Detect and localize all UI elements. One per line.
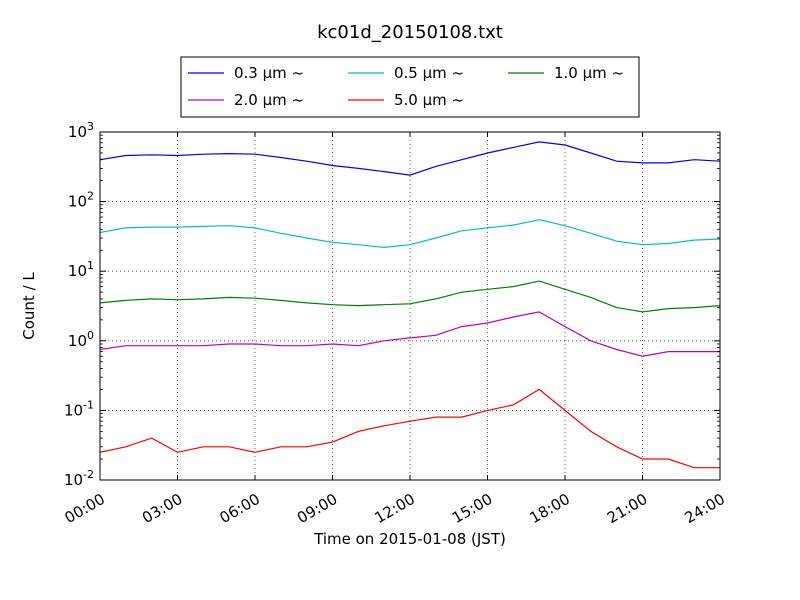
legend-item: 2.0 μm ~	[188, 91, 304, 109]
legend-label: 1.0 μm ~	[554, 64, 624, 82]
legend-label: 0.5 μm ~	[394, 64, 464, 82]
series-line-1	[100, 219, 720, 249]
legend-label: 0.3 μm ~	[234, 64, 304, 82]
chart-title: kc01d_20150108.txt	[317, 22, 503, 43]
series-line-2	[100, 280, 720, 313]
legend-item: 5.0 μm ~	[348, 91, 464, 109]
y-axis-label: Count / L	[20, 272, 38, 340]
legend-item: 0.5 μm ~	[348, 64, 464, 82]
plot-background	[100, 132, 720, 480]
series-line-3	[100, 311, 720, 357]
y-tick-label: 103	[68, 120, 94, 141]
y-tick-label: 102	[68, 190, 94, 211]
ticks	[99, 131, 721, 481]
plot-area	[99, 131, 721, 481]
y-tick-labels: 10-2 10-1 100 101 102 103	[64, 120, 94, 489]
series-line-0	[100, 141, 720, 176]
legend-label: 5.0 μm ~	[394, 91, 464, 109]
y-tick-label: 10-2	[64, 468, 94, 489]
y-tick-label: 10-1	[64, 398, 94, 419]
y-tick-label: 101	[68, 259, 94, 280]
legend-label: 2.0 μm ~	[234, 91, 304, 109]
series-line-4	[100, 388, 720, 469]
y-tick-label: 100	[68, 329, 94, 350]
series-layer	[100, 141, 720, 469]
legend: 0.3 μm ~ 0.5 μm ~ 1.0 μm ~ 2.0 μm ~ 5.0 μm ~	[180, 56, 640, 118]
legend-item: 1.0 μm ~	[508, 64, 624, 82]
legend-frame	[180, 56, 640, 118]
legend-item: 0.3 μm ~	[188, 64, 304, 82]
x-axis-label: Time on 2015-01-08 (JST)	[313, 530, 506, 548]
